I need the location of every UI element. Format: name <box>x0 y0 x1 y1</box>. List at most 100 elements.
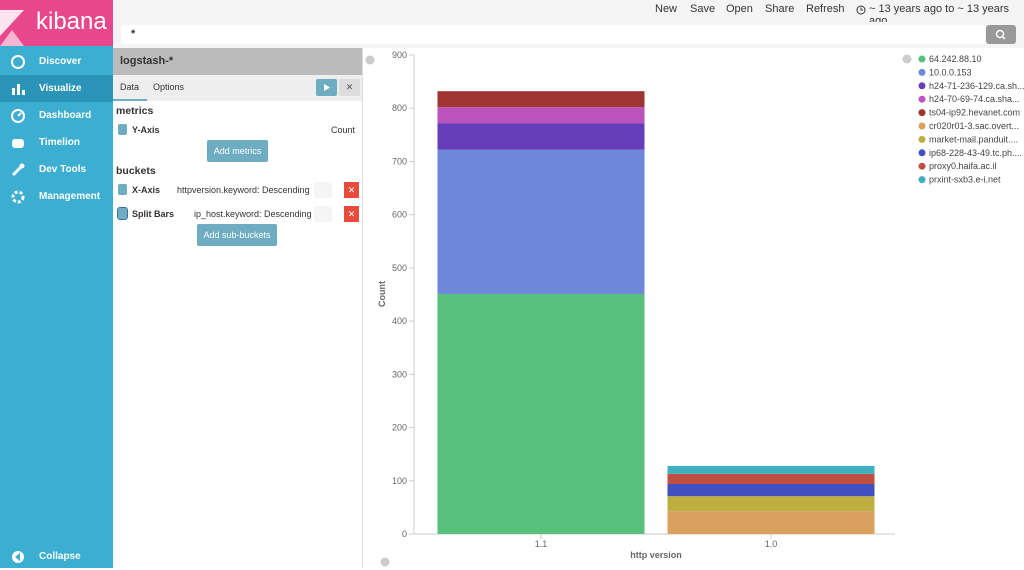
menu-item[interactable]: New <box>655 3 678 15</box>
collapse-icon <box>12 551 24 563</box>
legend-marker <box>918 176 926 184</box>
y-tick-label: 600 <box>392 210 407 220</box>
logo[interactable]: kibana <box>0 0 113 46</box>
enable-toggle[interactable] <box>314 206 332 222</box>
logo-icon <box>0 10 24 46</box>
nav-label: Management <box>39 191 101 202</box>
bar-segment <box>437 107 645 124</box>
section-heading: metrics <box>116 105 154 117</box>
tab[interactable]: Options <box>153 82 185 92</box>
play-icon <box>324 84 330 91</box>
search-button[interactable] <box>986 25 1016 44</box>
nav-label: Visualize <box>39 83 82 94</box>
nav-item[interactable]: Management <box>0 183 113 210</box>
y-tick-label: 900 <box>392 50 407 60</box>
legend-marker <box>918 149 926 157</box>
nav-item[interactable]: Timelion <box>0 129 113 156</box>
agg-label: Y-Axis <box>132 125 160 135</box>
add-metrics-button[interactable]: Add metrics <box>207 140 268 162</box>
bar-segment <box>667 496 875 512</box>
agg-value: Count <box>331 125 356 135</box>
nav-icon <box>12 84 25 95</box>
menu-item[interactable]: Save <box>690 3 716 15</box>
nav-icon <box>11 190 25 204</box>
agg-label: X-Axis <box>132 185 161 195</box>
legend-label[interactable]: proxy0.haifa.ac.il <box>929 161 997 171</box>
bar-segment <box>667 465 875 474</box>
nav-label: Dev Tools <box>39 164 87 175</box>
legend-marker <box>918 68 926 76</box>
enable-toggle[interactable] <box>314 182 332 198</box>
legend-toggle[interactable] <box>902 54 912 64</box>
y-tick-label: 300 <box>392 369 407 379</box>
nav-icon <box>11 109 25 123</box>
collapse[interactable]: Collapse <box>0 543 113 570</box>
logo-text: kibana <box>36 8 107 35</box>
y-tick-label: 400 <box>392 316 407 326</box>
toggle[interactable] <box>118 184 127 195</box>
legend-label[interactable]: ip68-228-43-49.tc.ph.... <box>929 148 1022 158</box>
legend-marker <box>918 135 926 143</box>
legend-label[interactable]: market-mail.panduit.... <box>929 134 1018 144</box>
clock-icon <box>856 5 866 15</box>
x-tick-label: 1.1 <box>535 539 548 549</box>
top-bar <box>113 0 1024 22</box>
bar-segment <box>437 91 645 108</box>
legend-label[interactable]: prxint-sxb3.e-i.net <box>929 175 1001 185</box>
tab[interactable]: Data <box>120 82 140 92</box>
x-tick-label: 1.0 <box>765 539 778 549</box>
remove-button[interactable]: ✕ <box>344 182 359 198</box>
remove-button[interactable]: ✕ <box>344 206 359 222</box>
nav-item[interactable]: Discover <box>0 48 113 75</box>
menu-item[interactable]: Open <box>726 3 753 15</box>
add-sub-buckets-button[interactable]: Add sub-buckets <box>197 224 277 246</box>
y-tick-label: 0 <box>402 529 407 539</box>
search-icon <box>995 29 1006 40</box>
discard-button[interactable]: ✕ <box>339 79 360 96</box>
nav-item[interactable]: Dashboard <box>0 102 113 129</box>
agg-label: Split Bars <box>132 209 175 219</box>
menu-item[interactable]: Share <box>765 3 795 15</box>
bar-segment <box>667 483 875 497</box>
legend-marker <box>918 109 926 117</box>
toggle[interactable] <box>118 124 127 135</box>
nav-item[interactable]: Dev Tools <box>0 156 113 183</box>
legend-label[interactable]: 64.242.88.10 <box>929 54 982 64</box>
legend-label[interactable]: 10.0.0.153 <box>929 67 972 77</box>
bar-segment <box>437 149 645 294</box>
legend-label[interactable]: h24-70-69-74.ca.sha... <box>929 94 1020 104</box>
editor-panel <box>113 48 363 568</box>
legend-marker <box>918 55 926 63</box>
legend-marker <box>918 95 926 103</box>
toggle[interactable] <box>117 207 128 220</box>
nav-label: Discover <box>39 56 82 67</box>
bar-segment <box>667 473 875 484</box>
legend-label[interactable]: h24-71-236-129.ca.sh... <box>929 81 1024 91</box>
y-tick-label: 500 <box>392 263 407 273</box>
search-input[interactable]: * <box>121 25 985 44</box>
collapse-editor[interactable] <box>365 55 375 65</box>
nav-icon <box>11 55 25 69</box>
y-tick-label: 800 <box>392 103 407 113</box>
legend-label[interactable]: ts04-ip92.hevanet.com <box>929 108 1020 118</box>
nav-icon <box>12 139 24 148</box>
y-tick-label: 100 <box>392 476 407 486</box>
collapse-label: Collapse <box>39 551 81 562</box>
y-tick-label: 700 <box>392 156 407 166</box>
apply-button[interactable] <box>316 79 337 96</box>
bar-segment <box>437 123 645 150</box>
nav-item[interactable]: Visualize <box>0 75 113 102</box>
nav-label: Timelion <box>39 137 80 148</box>
legend-label[interactable]: cr020r01-3.sac.overt... <box>929 121 1019 131</box>
y-tick-label: 200 <box>392 423 407 433</box>
bar-segment <box>667 511 875 534</box>
active-tab-underline <box>113 99 147 101</box>
menu-item[interactable]: Refresh <box>806 3 845 15</box>
agg-value: httpversion.keyword: Descending <box>177 185 310 195</box>
spy-toggle[interactable] <box>380 557 390 567</box>
y-axis-title: Count <box>377 281 387 307</box>
nav-label: Dashboard <box>39 110 92 121</box>
legend-marker <box>918 162 926 170</box>
